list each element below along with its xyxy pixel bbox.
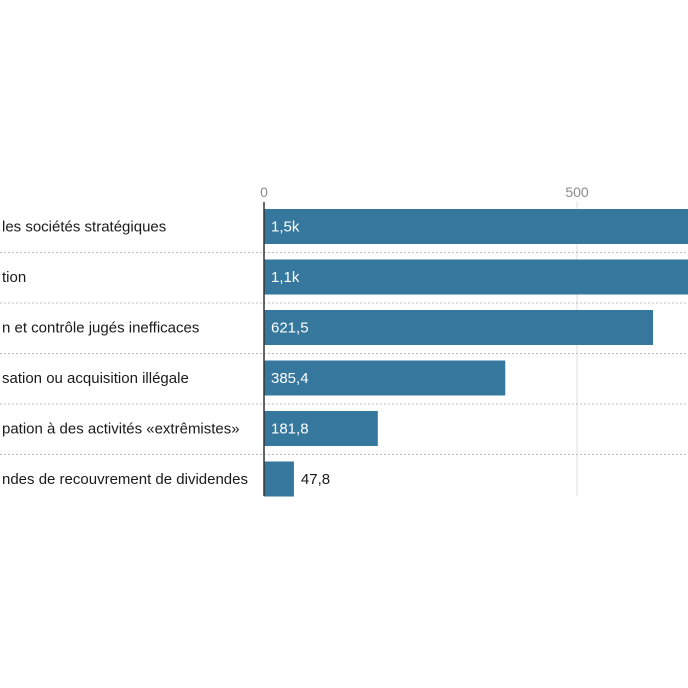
category-label: ndes de recouvrement de dividendes xyxy=(2,471,248,488)
x-tick-label: 0 xyxy=(260,184,268,200)
x-tick-label: 500 xyxy=(565,184,589,200)
bar xyxy=(264,209,688,244)
category-label: pation à des activités «extrêmistes» xyxy=(2,421,240,438)
value-label: 1,5k xyxy=(271,219,300,236)
value-label: 47,8 xyxy=(301,471,330,488)
category-label: tion xyxy=(2,269,26,286)
value-label: 181,8 xyxy=(271,421,309,438)
grid-lines xyxy=(576,202,578,496)
value-labels: 1,5k 1,1k 621,5 385,4 181,8 47,8 xyxy=(271,219,330,489)
row-separators xyxy=(0,252,688,455)
category-labels: les sociétés stratégiques tion n et contrô… xyxy=(2,219,248,489)
bar xyxy=(264,259,688,295)
bar xyxy=(264,360,506,396)
value-label: 1,1k xyxy=(271,269,300,286)
x-axis-ticks: 05001k xyxy=(260,184,589,200)
bar xyxy=(264,461,294,497)
bars xyxy=(264,209,688,497)
category-label: sation ou acquisition illégale xyxy=(2,370,189,387)
value-label: 621,5 xyxy=(271,320,309,337)
category-label: n et contrôle jugés inefficaces xyxy=(2,320,199,337)
category-label: les sociétés stratégiques xyxy=(2,219,166,236)
value-label: 385,4 xyxy=(271,370,309,387)
bar xyxy=(264,310,654,345)
bar xyxy=(264,411,378,446)
